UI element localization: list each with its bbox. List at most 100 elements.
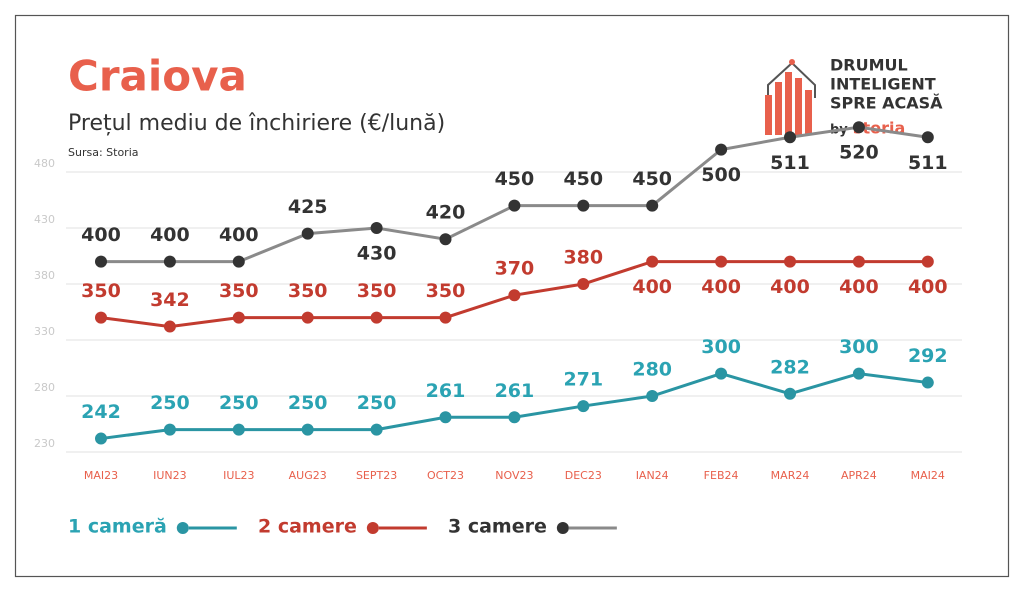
- data-label: 400: [219, 224, 259, 246]
- data-label: 500: [701, 164, 741, 186]
- data-label: 400: [839, 276, 879, 298]
- x-tick-label: OCT23: [427, 469, 464, 482]
- data-point: [715, 367, 728, 380]
- data-label: 511: [770, 152, 810, 174]
- data-point: [852, 255, 865, 268]
- data-point: [921, 376, 934, 389]
- data-label: 300: [701, 336, 741, 358]
- data-point: [301, 423, 314, 436]
- data-point: [370, 423, 383, 436]
- data-label: 450: [563, 168, 603, 190]
- x-tick-label: SEPT23: [356, 469, 397, 482]
- y-tick-label: 480: [34, 157, 55, 170]
- x-tick-label: MAR24: [771, 469, 810, 482]
- data-label: 425: [288, 196, 328, 218]
- data-point: [163, 320, 176, 333]
- data-point: [577, 400, 590, 413]
- data-label: 250: [219, 392, 259, 414]
- legend-marker: [366, 522, 379, 534]
- y-tick-label: 380: [34, 269, 55, 282]
- legend-marker: [176, 522, 189, 534]
- data-point: [439, 311, 452, 324]
- data-label: 400: [150, 224, 190, 246]
- data-label: 350: [426, 280, 466, 302]
- data-label: 271: [563, 369, 603, 391]
- data-point: [439, 411, 452, 424]
- y-tick-label: 430: [34, 213, 55, 226]
- data-label: 250: [288, 392, 328, 414]
- legend-marker: [556, 522, 569, 534]
- chart-subtitle: Prețul mediu de închiriere (€/lună): [68, 111, 445, 136]
- x-tick-label: IUL23: [223, 469, 254, 482]
- data-label: 250: [357, 392, 397, 414]
- data-label: 250: [150, 392, 190, 414]
- data-point: [715, 255, 728, 268]
- logo-line: INTELIGENT: [830, 75, 936, 94]
- data-point: [95, 255, 107, 268]
- x-tick-label: NOV23: [495, 469, 533, 482]
- data-point: [852, 367, 865, 380]
- logo-icon: [765, 59, 816, 135]
- data-point: [163, 255, 176, 268]
- data-label: 342: [150, 289, 190, 311]
- data-label: 430: [357, 243, 397, 265]
- data-label: 450: [495, 168, 535, 190]
- source: Sursa: Storia: [68, 146, 139, 159]
- data-label: 350: [288, 280, 328, 302]
- data-label: 350: [219, 280, 259, 302]
- data-label: 350: [357, 280, 397, 302]
- legend-label: 3 camere: [448, 516, 547, 538]
- x-tick-label: MAI23: [84, 469, 118, 482]
- data-point: [646, 199, 659, 212]
- data-label: 242: [81, 401, 121, 423]
- data-point: [370, 311, 383, 324]
- x-tick-label: FEB24: [704, 469, 739, 482]
- x-tick-label: DEC23: [565, 469, 602, 482]
- data-point: [508, 199, 521, 212]
- data-label: 261: [426, 380, 466, 402]
- data-point: [577, 199, 590, 212]
- legend-label: 2 camere: [258, 516, 357, 538]
- data-point: [95, 432, 107, 445]
- data-point: [784, 255, 796, 268]
- data-point: [163, 423, 176, 436]
- legend-label: 1 cameră: [68, 516, 167, 538]
- x-tick-label: IUN23: [153, 469, 187, 482]
- data-label: 350: [81, 280, 121, 302]
- data-label: 400: [632, 276, 672, 298]
- data-label: 400: [770, 276, 810, 298]
- x-tick-label: APR24: [841, 469, 877, 482]
- data-point: [508, 289, 521, 302]
- data-label: 511: [908, 152, 948, 174]
- data-point: [439, 233, 452, 246]
- data-label: 292: [908, 345, 948, 367]
- data-label: 280: [632, 359, 672, 381]
- data-point: [921, 255, 934, 268]
- y-tick-label: 280: [34, 381, 55, 394]
- data-label: 380: [563, 247, 603, 269]
- data-label: 520: [839, 142, 879, 164]
- data-point: [784, 387, 796, 400]
- data-label: 300: [839, 336, 879, 358]
- data-point: [301, 311, 314, 324]
- data-point: [232, 423, 245, 436]
- data-point: [301, 227, 314, 240]
- data-point: [577, 278, 590, 290]
- data-label: 400: [701, 276, 741, 298]
- y-tick-label: 330: [34, 325, 55, 338]
- data-label: 400: [81, 224, 121, 246]
- data-label: 400: [908, 276, 948, 298]
- logo-line: SPRE ACASĂ: [830, 94, 943, 113]
- data-point: [921, 131, 934, 144]
- data-point: [784, 131, 796, 144]
- chart-title: Craiova: [68, 52, 247, 101]
- data-point: [370, 222, 383, 234]
- x-tick-label: MAI24: [911, 469, 945, 482]
- data-point: [715, 143, 728, 156]
- data-point: [232, 255, 245, 268]
- x-tick-label: AUG23: [289, 469, 327, 482]
- data-point: [852, 121, 865, 134]
- logo-line: DRUMUL: [830, 56, 908, 75]
- data-point: [646, 255, 659, 268]
